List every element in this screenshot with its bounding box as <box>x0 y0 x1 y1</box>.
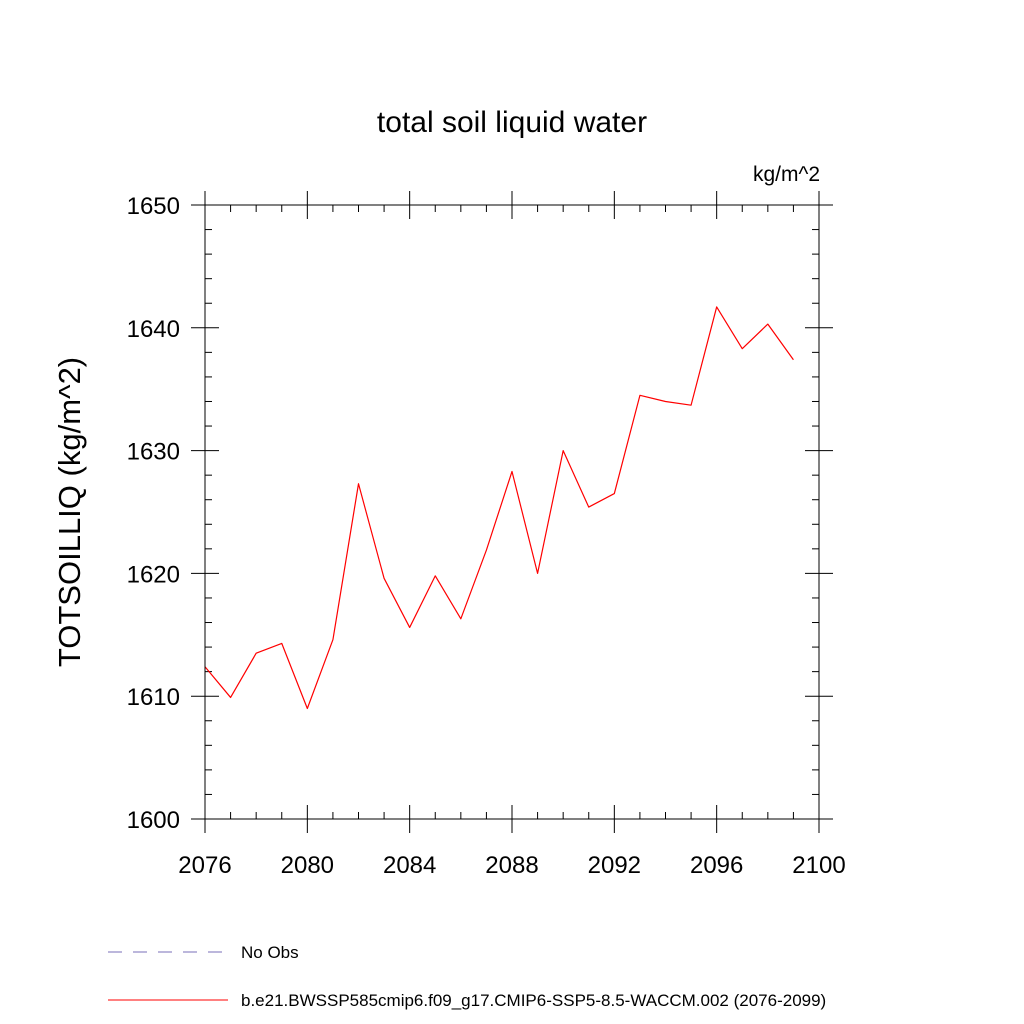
legend: No Obs b.e21.BWSSP585cmip6.f09_g17.CMIP6-… <box>108 943 826 1010</box>
series-line <box>204 306 794 710</box>
x-tick-label: 2096 <box>690 852 743 879</box>
x-tick-label: 2080 <box>281 852 334 879</box>
x-tick-label: 2088 <box>485 852 538 879</box>
y-tick-label: 1640 <box>127 316 180 343</box>
plot-frame <box>204 204 820 820</box>
x-tick-label: 2100 <box>792 852 845 879</box>
y-tick-label: 1600 <box>127 807 180 834</box>
units-label: kg/m^2 <box>753 163 820 186</box>
x-tick-label: 2076 <box>178 852 231 879</box>
y-axis-label: TOTSOILLIQ (kg/m^2) <box>52 357 87 667</box>
y-tick-label: 1650 <box>127 193 180 220</box>
x-tick-label: 2084 <box>383 852 436 879</box>
x-tick-label: 2092 <box>588 852 641 879</box>
y-tick-label: 1610 <box>127 684 180 711</box>
series-layer <box>204 306 794 710</box>
chart-title: total soil liquid water <box>377 106 647 139</box>
y-tick-label: 1630 <box>127 439 180 466</box>
axis-ticks <box>191 191 833 833</box>
y-tick-label: 1620 <box>127 561 180 588</box>
axis-tick-labels: 2076 2080 2084 2088 2092 2096 2100 1600 1610 1620… <box>127 193 846 879</box>
legend-label: No Obs <box>241 943 299 962</box>
legend-label: b.e21.BWSSP585cmip6.f09_g17.CMIP6-SSP5-8… <box>241 991 826 1010</box>
